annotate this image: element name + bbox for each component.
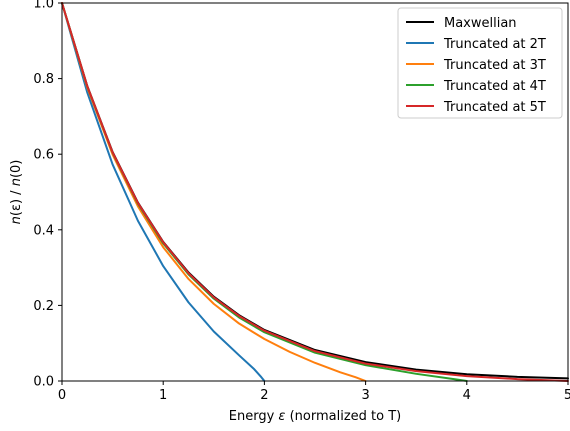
legend-label: Truncated at 5T — [443, 100, 546, 115]
x-tick-label: 0 — [58, 388, 66, 403]
series-line-1 — [61, 2, 266, 382]
legend-label: Maxwellian — [444, 16, 517, 31]
x-tick-label: 1 — [159, 388, 167, 403]
series-line-4 — [61, 2, 569, 382]
legend: Maxwellian Truncated at 2T Truncated at 3T… — [397, 7, 563, 119]
x-axis-label: Energy ε (normalized to T) — [229, 409, 401, 424]
y-tick-label: 0.4 — [33, 223, 54, 238]
plot-lines — [61, 2, 569, 382]
y-tick-label: 1.0 — [33, 0, 54, 12]
x-tick-label: 5 — [564, 388, 570, 403]
y-tick-label: 0.6 — [33, 148, 54, 163]
legend-label: Truncated at 3T — [443, 58, 546, 73]
legend-label: Truncated at 4T — [443, 79, 546, 94]
x-tick-label: 4 — [463, 388, 471, 403]
y-axis-label: n(ε) / n(0) — [9, 160, 24, 225]
x-tick-label: 2 — [260, 388, 268, 403]
legend-label: Truncated at 2T — [443, 37, 546, 52]
y-tick-label: 0.2 — [33, 299, 54, 314]
axes-frame — [61, 2, 569, 382]
axis-ticks: 0 1 2 3 4 5 0.0 0.2 0.4 0.6 0.8 1.0 — [33, 0, 570, 403]
y-tick-label: 0.8 — [33, 72, 54, 87]
y-tick-label: 0.0 — [33, 375, 54, 390]
legend-box — [397, 7, 563, 119]
x-tick-label: 3 — [361, 388, 369, 403]
